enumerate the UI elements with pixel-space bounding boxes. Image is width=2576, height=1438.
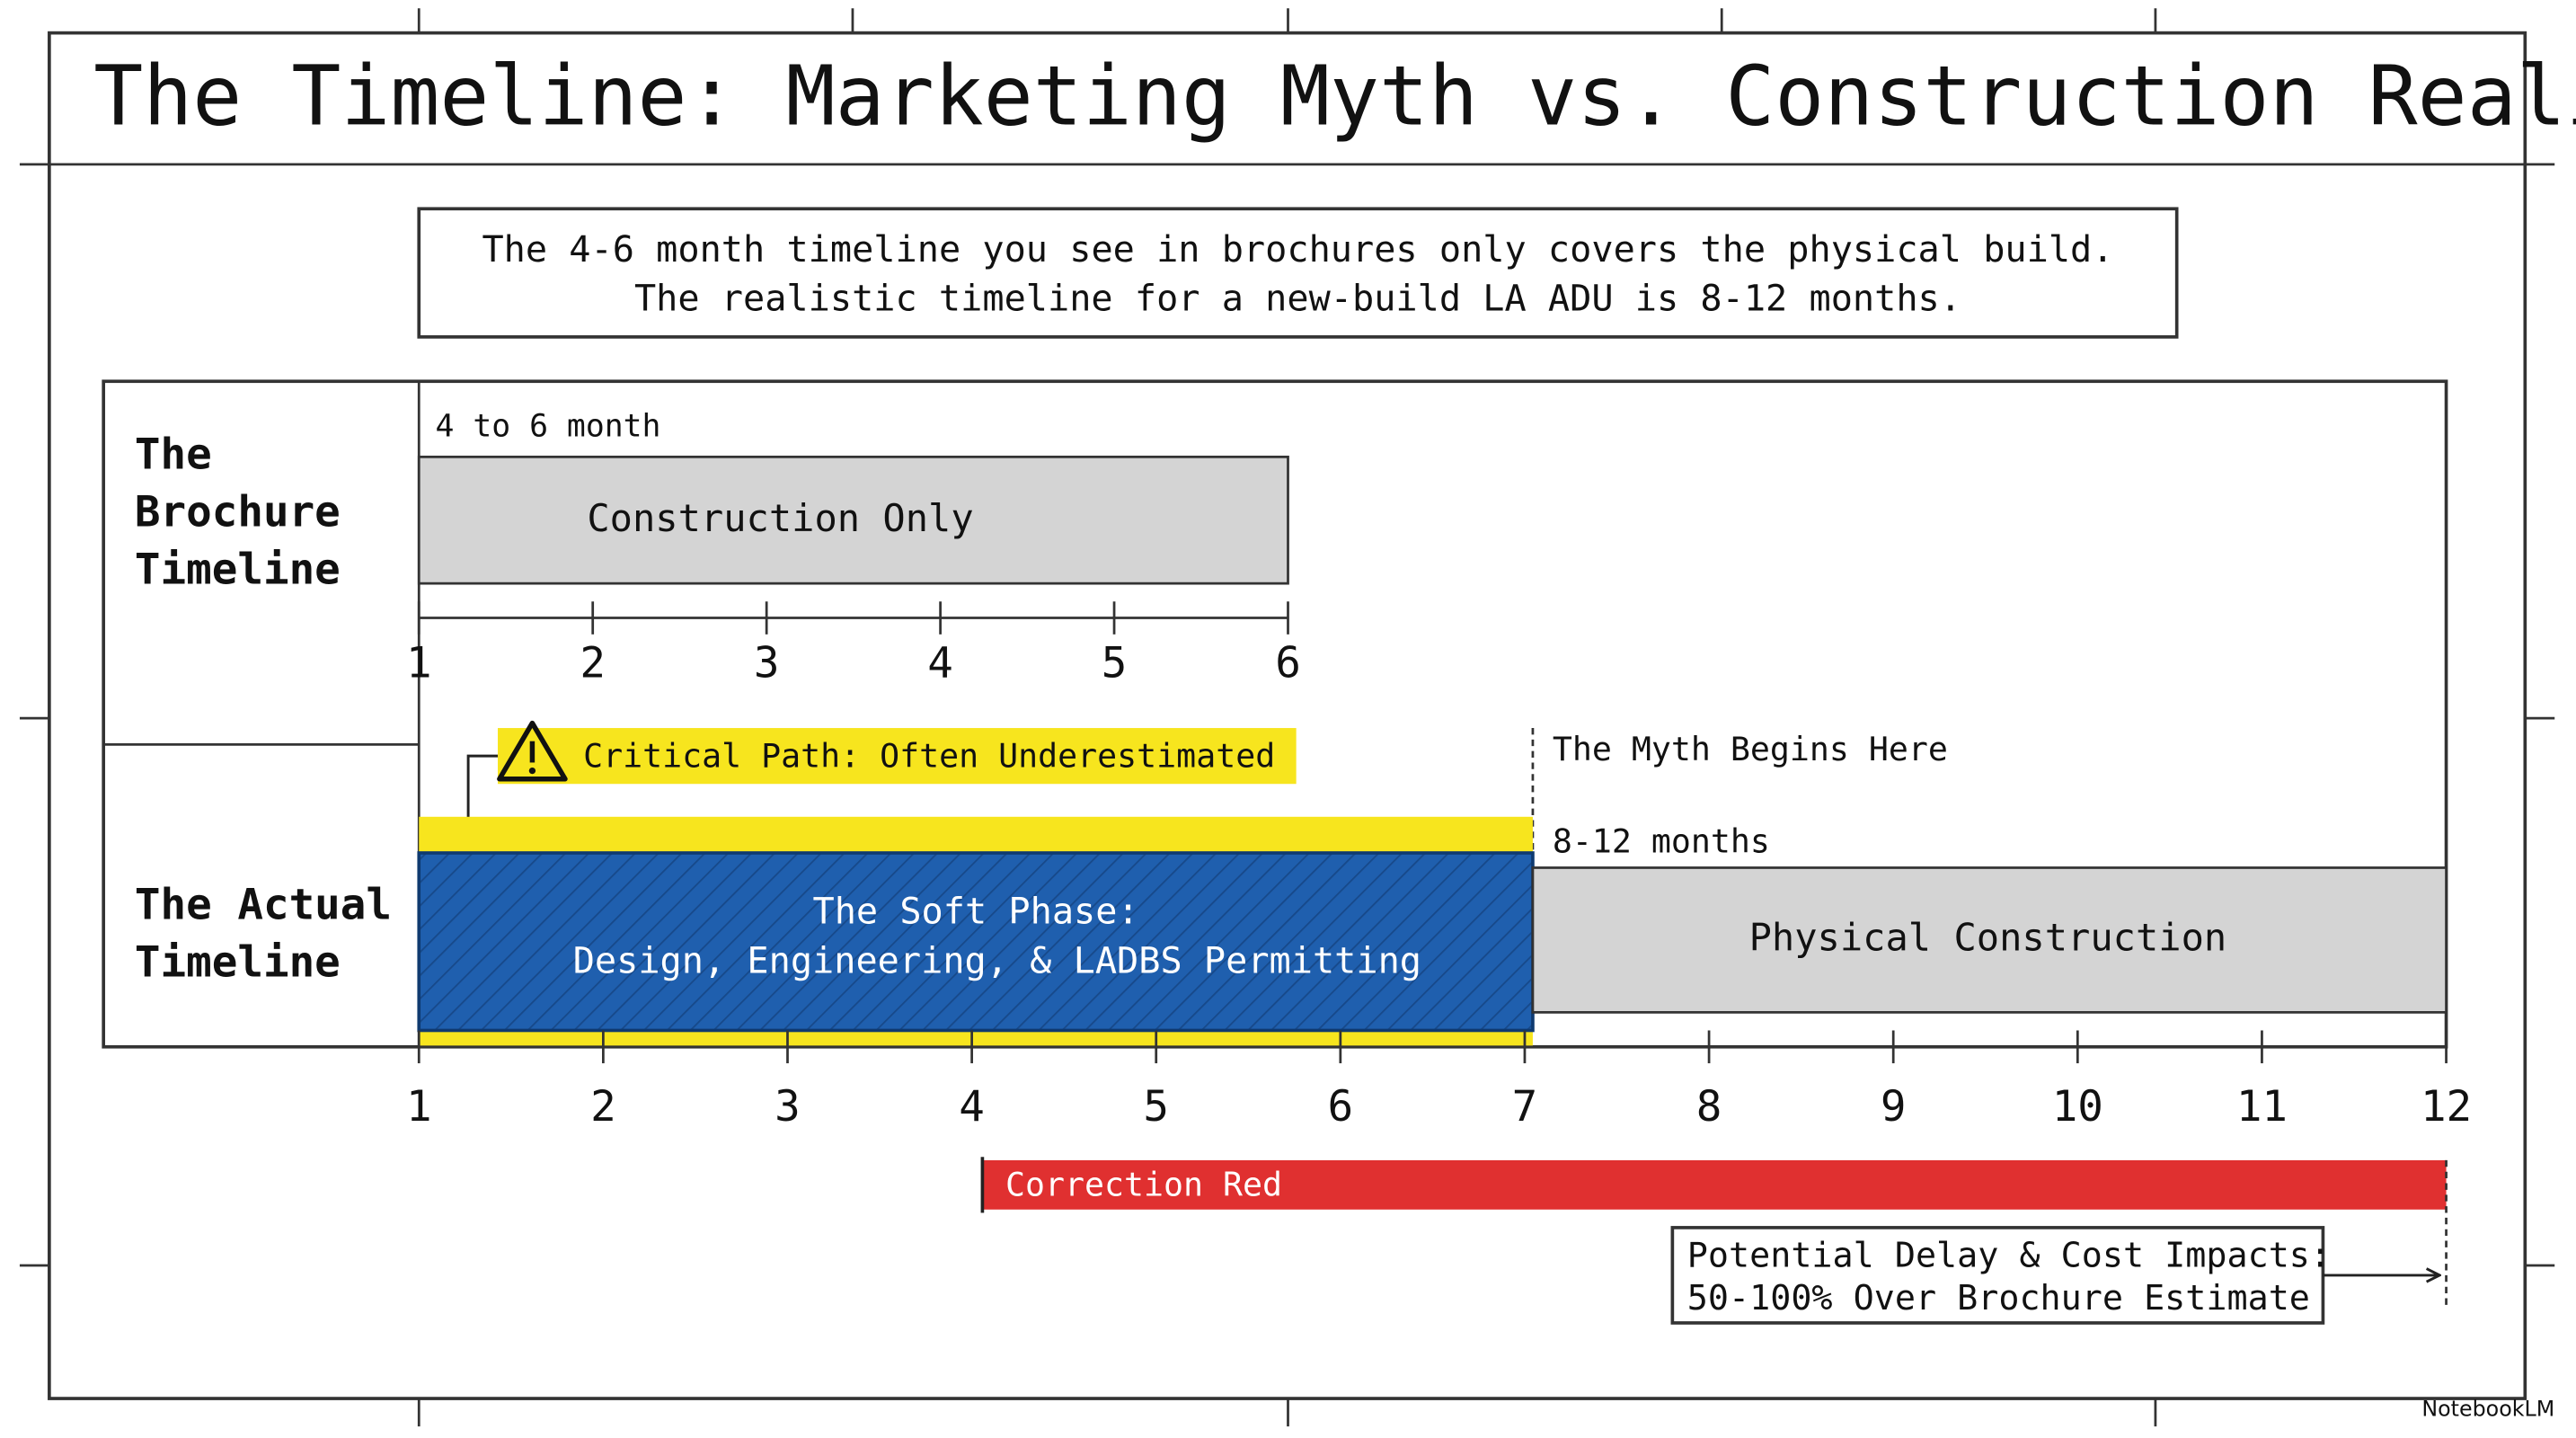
tick-label: 9: [1881, 1082, 1907, 1132]
range-label: 4 to 6 month: [436, 408, 661, 444]
summary-line: The 4-6 month timeline you see in brochu…: [482, 229, 2113, 271]
tick-label: 12: [2421, 1082, 2472, 1132]
tick-label: 6: [1275, 639, 1301, 688]
tick-label: 1: [406, 639, 432, 688]
physical-bar: [1531, 866, 2448, 1014]
row-label: Timeline: [135, 545, 341, 594]
summary-box: [417, 207, 2179, 339]
bar-label: Correction Red: [1005, 1166, 1282, 1204]
callout: Critical Path: Often Underestimated: [583, 736, 1275, 775]
row-label: The: [135, 430, 212, 479]
row-label: The Actual: [135, 880, 392, 929]
tick-label: 11: [2236, 1082, 2288, 1132]
warning-icon: [497, 720, 568, 782]
title: The Timeline: Marketing Myth vs. Constru…: [93, 48, 2576, 144]
bar-label: The Soft Phase:: [812, 892, 1138, 933]
bar-label: Construction Only: [587, 496, 973, 540]
row-label: Timeline: [135, 937, 341, 987]
bar-label: Physical Construction: [1749, 915, 2227, 959]
construction-bar: [417, 455, 1289, 585]
tick-label: 5: [1143, 1082, 1169, 1132]
myth-note: The Myth Begins Here: [1553, 730, 1948, 768]
tick-label: 3: [754, 639, 780, 688]
impact-note: 50-100% Over Brochure Estimate: [1687, 1278, 2310, 1318]
tick-label: 1: [406, 1082, 432, 1132]
bar-label: Design, Engineering, & LADBS Permitting: [573, 941, 1421, 982]
correction-bar: [982, 1159, 2447, 1210]
tick-label: 8: [1696, 1082, 1722, 1132]
tick-label: 10: [2052, 1082, 2103, 1132]
tick-label: 4: [927, 639, 953, 688]
impact-note: Potential Delay & Cost Impacts:: [1687, 1235, 2331, 1275]
tick-label: 5: [1102, 639, 1128, 688]
range-label: 8-12 months: [1553, 822, 1770, 861]
frame: [19, 8, 2555, 1427]
tick-label: 2: [590, 1082, 616, 1132]
tick-label: 6: [1328, 1082, 1354, 1132]
tick-label: 4: [959, 1082, 985, 1132]
callout-arrow: [468, 754, 499, 847]
tick-label: 7: [1512, 1082, 1538, 1132]
summary-line: The realistic timeline for a new-build L…: [634, 279, 1961, 320]
watermark: NotebookLM: [2421, 1396, 2554, 1421]
callout-bg: [498, 728, 1297, 785]
row-label: Brochure: [135, 487, 341, 537]
tick-label: 3: [775, 1082, 801, 1132]
soft-phase-bar: [417, 851, 1535, 1033]
tick-label: 2: [580, 639, 606, 688]
